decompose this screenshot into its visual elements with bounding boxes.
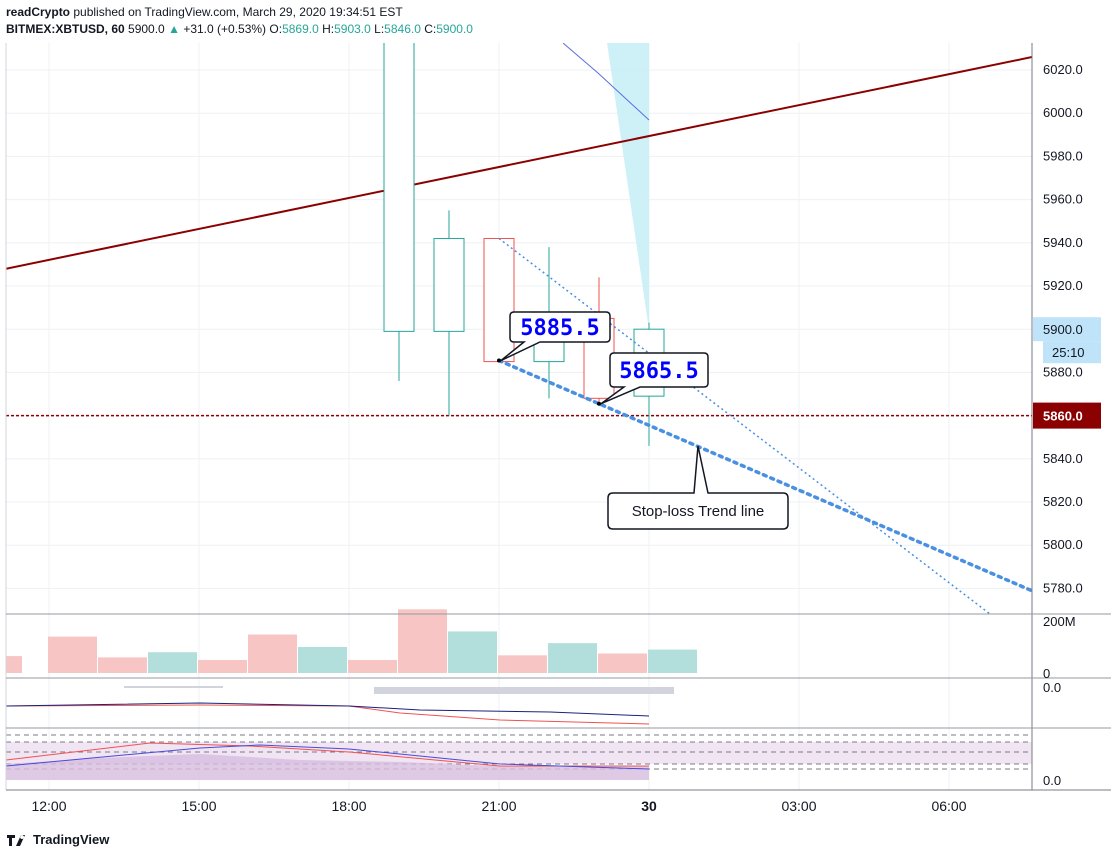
open-value: 5869.0	[282, 22, 319, 36]
volume-bar	[398, 609, 447, 673]
price-label-callout: 5865.5	[600, 352, 709, 405]
low-value: 5846.0	[384, 22, 421, 36]
indicator-axis-label: 0.0	[1043, 680, 1061, 695]
volume-bar	[348, 660, 397, 673]
histogram-bar	[374, 687, 674, 694]
price-tick-label: 5980.0	[1043, 148, 1083, 163]
close-label: C:	[424, 22, 437, 36]
tradingview-logo[interactable]: TradingView	[6, 832, 109, 847]
anchor-point	[597, 401, 601, 406]
support-badge-text: 5860.0	[1043, 409, 1083, 424]
up-arrow-icon: ▲	[168, 22, 180, 36]
volume-bar	[98, 657, 147, 673]
time-tick-label: 21:00	[481, 798, 516, 814]
open-label: O:	[269, 22, 283, 36]
time-tick-label: 18:00	[331, 798, 366, 814]
volume-bar	[498, 655, 547, 673]
macd-line	[5, 702, 650, 717]
symbol-name: BITMEX:XBTUSD, 60	[6, 22, 125, 36]
stoch-k-line	[5, 742, 649, 767]
price-tick-label: 5780.0	[1043, 580, 1083, 595]
price-tick-label: 5880.0	[1043, 364, 1083, 379]
volume-bar	[248, 634, 297, 673]
stop-loss-trend-line	[497, 358, 1032, 593]
price-tick-label: 5840.0	[1043, 451, 1083, 466]
main-pane	[6, 43, 1032, 614]
volume-axis-label: 0	[1043, 666, 1050, 681]
callout-box	[500, 311, 611, 362]
volume-bar	[148, 652, 197, 673]
price-badge-text: 5900.0	[1043, 322, 1083, 337]
stoch-d-line	[5, 744, 650, 770]
price-badge-bg	[1033, 317, 1101, 342]
candle-body	[383, 43, 415, 332]
author-name[interactable]: readCrypto	[6, 5, 71, 19]
publish-info: readCrypto published on TradingView.com,…	[6, 5, 403, 19]
indicator-axis-label: 0.0	[1043, 773, 1061, 788]
price-tick-label: 5920.0	[1043, 278, 1083, 293]
volume-bar	[6, 656, 22, 673]
volume-bar	[598, 653, 647, 673]
indicator-panes	[5, 609, 1032, 780]
price-tick-label: 6000.0	[1043, 105, 1083, 120]
price-tick-label: 5960.0	[1043, 192, 1083, 207]
trend-line	[6, 56, 1032, 270]
candle-body	[483, 237, 515, 363]
price-label-text: 5885.5	[520, 316, 599, 341]
projection-line	[562, 43, 650, 121]
low-label: L:	[374, 22, 385, 36]
anchor-point	[497, 358, 501, 363]
annotation-text: Stop-loss Trend line	[632, 503, 765, 520]
price-tick-label: 5940.0	[1043, 235, 1083, 250]
volume-bar	[298, 647, 347, 673]
volume-bar	[448, 631, 497, 673]
annotations: 5885.5 5865.5 Stop-loss Trend line	[500, 311, 789, 530]
price-label-callout: 5885.5	[500, 311, 611, 362]
price-label-text: 5865.5	[619, 359, 698, 384]
time-tick-label: 12:00	[31, 798, 66, 814]
volume-axis-label: 200M	[1043, 614, 1076, 629]
time-tick-label: 03:00	[781, 798, 816, 814]
time-tick-label: 06:00	[931, 798, 966, 814]
volume-bar	[48, 636, 97, 673]
high-value: 5903.0	[334, 22, 371, 36]
brand-name: TradingView	[33, 832, 110, 847]
annotation-box	[607, 445, 789, 530]
area-fill	[6, 754, 649, 780]
publish-date: published on TradingView.com, March 29, …	[73, 5, 403, 19]
countdown-bg	[1043, 341, 1101, 364]
callout-box	[600, 352, 709, 405]
time-tick-label: 15:00	[181, 798, 216, 814]
countdown-text: 25:10	[1052, 345, 1085, 360]
high-label: H:	[322, 22, 335, 36]
price-tick-label: 5800.0	[1043, 537, 1083, 552]
price-tick-label: 6020.0	[1043, 62, 1083, 77]
candle-body	[433, 237, 465, 332]
last-price: 5900.0	[128, 22, 165, 36]
price-change: +31.0 (+0.53%)	[183, 22, 267, 36]
projection-band	[607, 43, 649, 330]
stop-loss-annotation: Stop-loss Trend line	[607, 445, 789, 530]
volume-bar	[648, 649, 697, 673]
support-badge-bg	[1033, 402, 1101, 429]
chart-axes: 6020.0 6000.0 5980.0 5960.0 5940.0 5920.0 5900…	[5, 43, 1111, 814]
time-tick-label: 30	[641, 798, 657, 814]
tradingview-icon	[7, 834, 25, 846]
volume-bar	[548, 643, 597, 673]
price-tick-label: 5820.0	[1043, 494, 1083, 509]
histogram-bar	[124, 686, 223, 688]
close-value: 5900.0	[436, 22, 473, 36]
symbol-info: BITMEX:XBTUSD, 60 5900.0 ▲ +31.0 (+0.53%…	[6, 22, 473, 36]
volume-bar	[198, 660, 247, 673]
dotted-trend-line	[498, 237, 991, 614]
signal-line	[5, 704, 650, 725]
